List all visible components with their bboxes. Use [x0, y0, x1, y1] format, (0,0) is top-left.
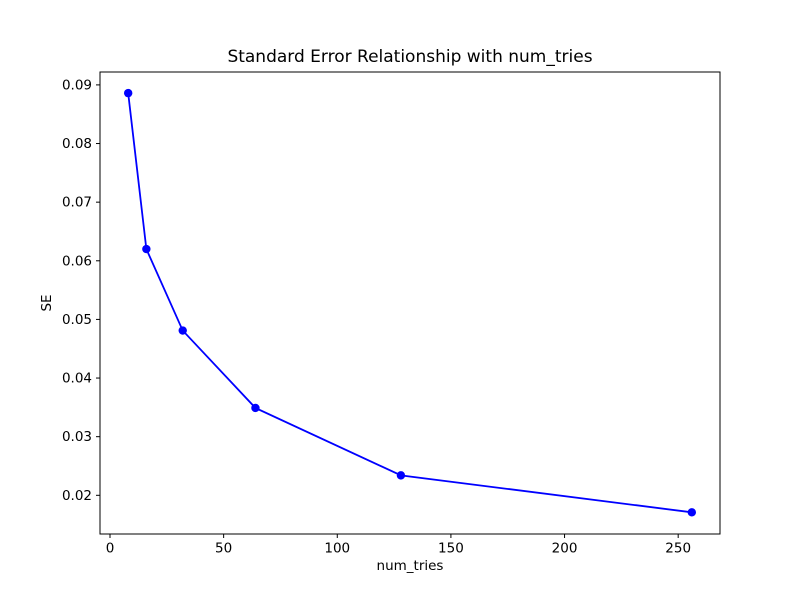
y-tick-label: 0.07 — [62, 195, 92, 211]
data-point — [142, 244, 151, 254]
y-tick-label: 0.06 — [62, 253, 92, 269]
y-tick-label: 0.08 — [62, 136, 92, 152]
plot-border — [99, 71, 721, 535]
y-tick-label: 0.02 — [62, 488, 92, 504]
se-line — [127, 93, 692, 514]
x-tick-label: 150 — [438, 541, 464, 557]
x-tick-label: 100 — [324, 541, 350, 557]
data-point — [123, 88, 133, 98]
x-tick-label: 200 — [552, 541, 578, 557]
chart-title: Standard Error Relationship with num_tri… — [227, 47, 593, 67]
y-tick-label: 0.05 — [62, 312, 92, 328]
data-point — [251, 403, 260, 413]
x-tick-label: 0 — [106, 541, 115, 557]
y-tick-label: 0.03 — [62, 429, 92, 445]
x-axis-label: num_tries — [376, 558, 444, 574]
x-tick-label: 250 — [665, 541, 691, 557]
data-point — [687, 508, 697, 517]
y-tick-label: 0.09 — [62, 77, 92, 93]
y-tick-label: 0.04 — [62, 371, 92, 387]
data-point — [178, 326, 187, 335]
x-tick-label: 50 — [215, 541, 232, 557]
data-point — [396, 471, 406, 480]
